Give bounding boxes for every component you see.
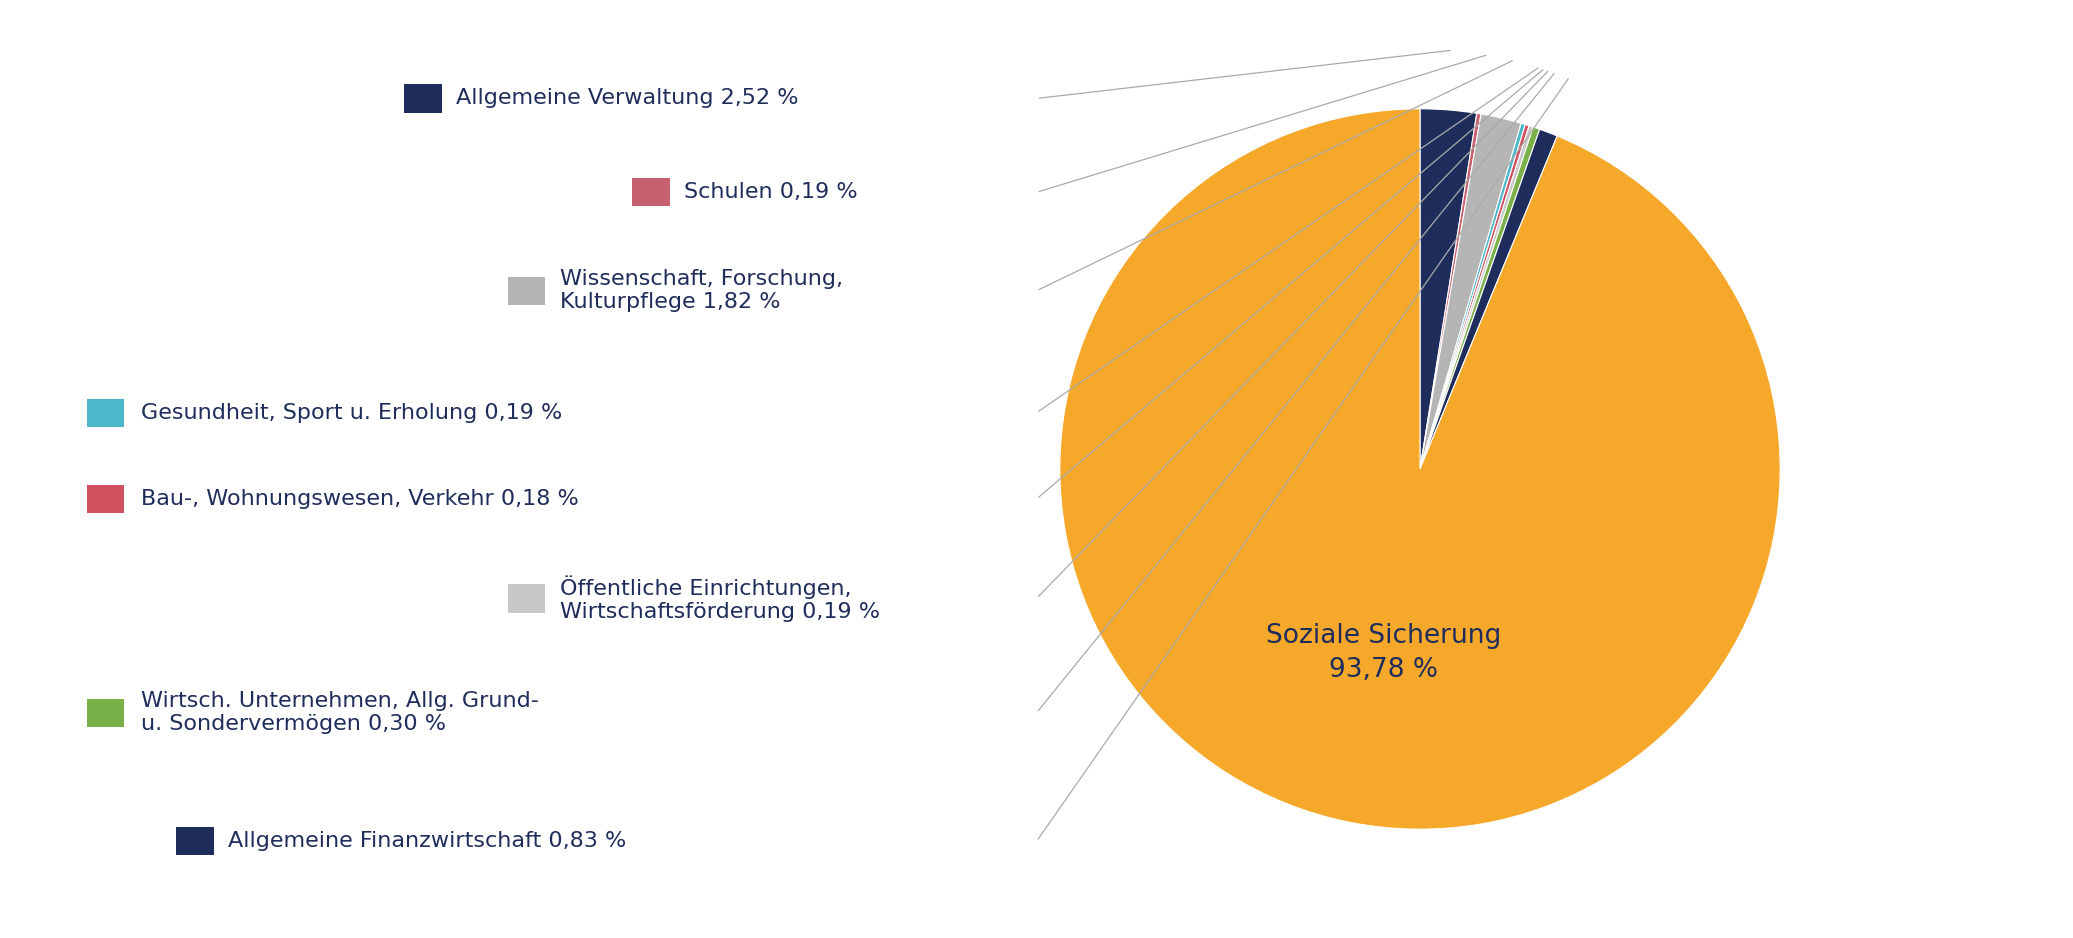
Text: Allgemeine Verwaltung 2,52 %: Allgemeine Verwaltung 2,52 % (456, 88, 798, 109)
Text: Schulen 0,19 %: Schulen 0,19 % (684, 182, 858, 203)
Wedge shape (1420, 126, 1534, 469)
Text: Soziale Sicherung
93,78 %: Soziale Sicherung 93,78 % (1267, 623, 1501, 683)
Bar (87, 399, 124, 427)
Bar (508, 584, 545, 613)
Bar (632, 178, 670, 206)
Bar (508, 277, 545, 305)
Wedge shape (1059, 109, 1781, 829)
Text: Öffentliche Einrichtungen,
Wirtschaftsförderung 0,19 %: Öffentliche Einrichtungen, Wirtschaftsfö… (560, 575, 879, 622)
Text: Allgemeine Finanzwirtschaft 0,83 %: Allgemeine Finanzwirtschaft 0,83 % (228, 831, 626, 852)
Text: Bau-, Wohnungswesen, Verkehr 0,18 %: Bau-, Wohnungswesen, Verkehr 0,18 % (141, 489, 578, 509)
Wedge shape (1420, 129, 1557, 469)
Wedge shape (1420, 114, 1522, 469)
Text: Wissenschaft, Forschung,
Kulturpflege 1,82 %: Wissenschaft, Forschung, Kulturpflege 1,… (560, 269, 844, 312)
Bar (87, 485, 124, 513)
Text: Wirtsch. Unternehmen, Allg. Grund-
u. Sondervermögen 0,30 %: Wirtsch. Unternehmen, Allg. Grund- u. So… (141, 691, 539, 734)
Wedge shape (1420, 125, 1530, 469)
Bar (404, 84, 442, 113)
Bar (87, 699, 124, 727)
Bar (176, 827, 214, 855)
Wedge shape (1420, 127, 1540, 469)
Wedge shape (1420, 109, 1476, 469)
Wedge shape (1420, 113, 1480, 469)
Text: Gesundheit, Sport u. Erholung 0,19 %: Gesundheit, Sport u. Erholung 0,19 % (141, 402, 562, 423)
Wedge shape (1420, 123, 1526, 469)
